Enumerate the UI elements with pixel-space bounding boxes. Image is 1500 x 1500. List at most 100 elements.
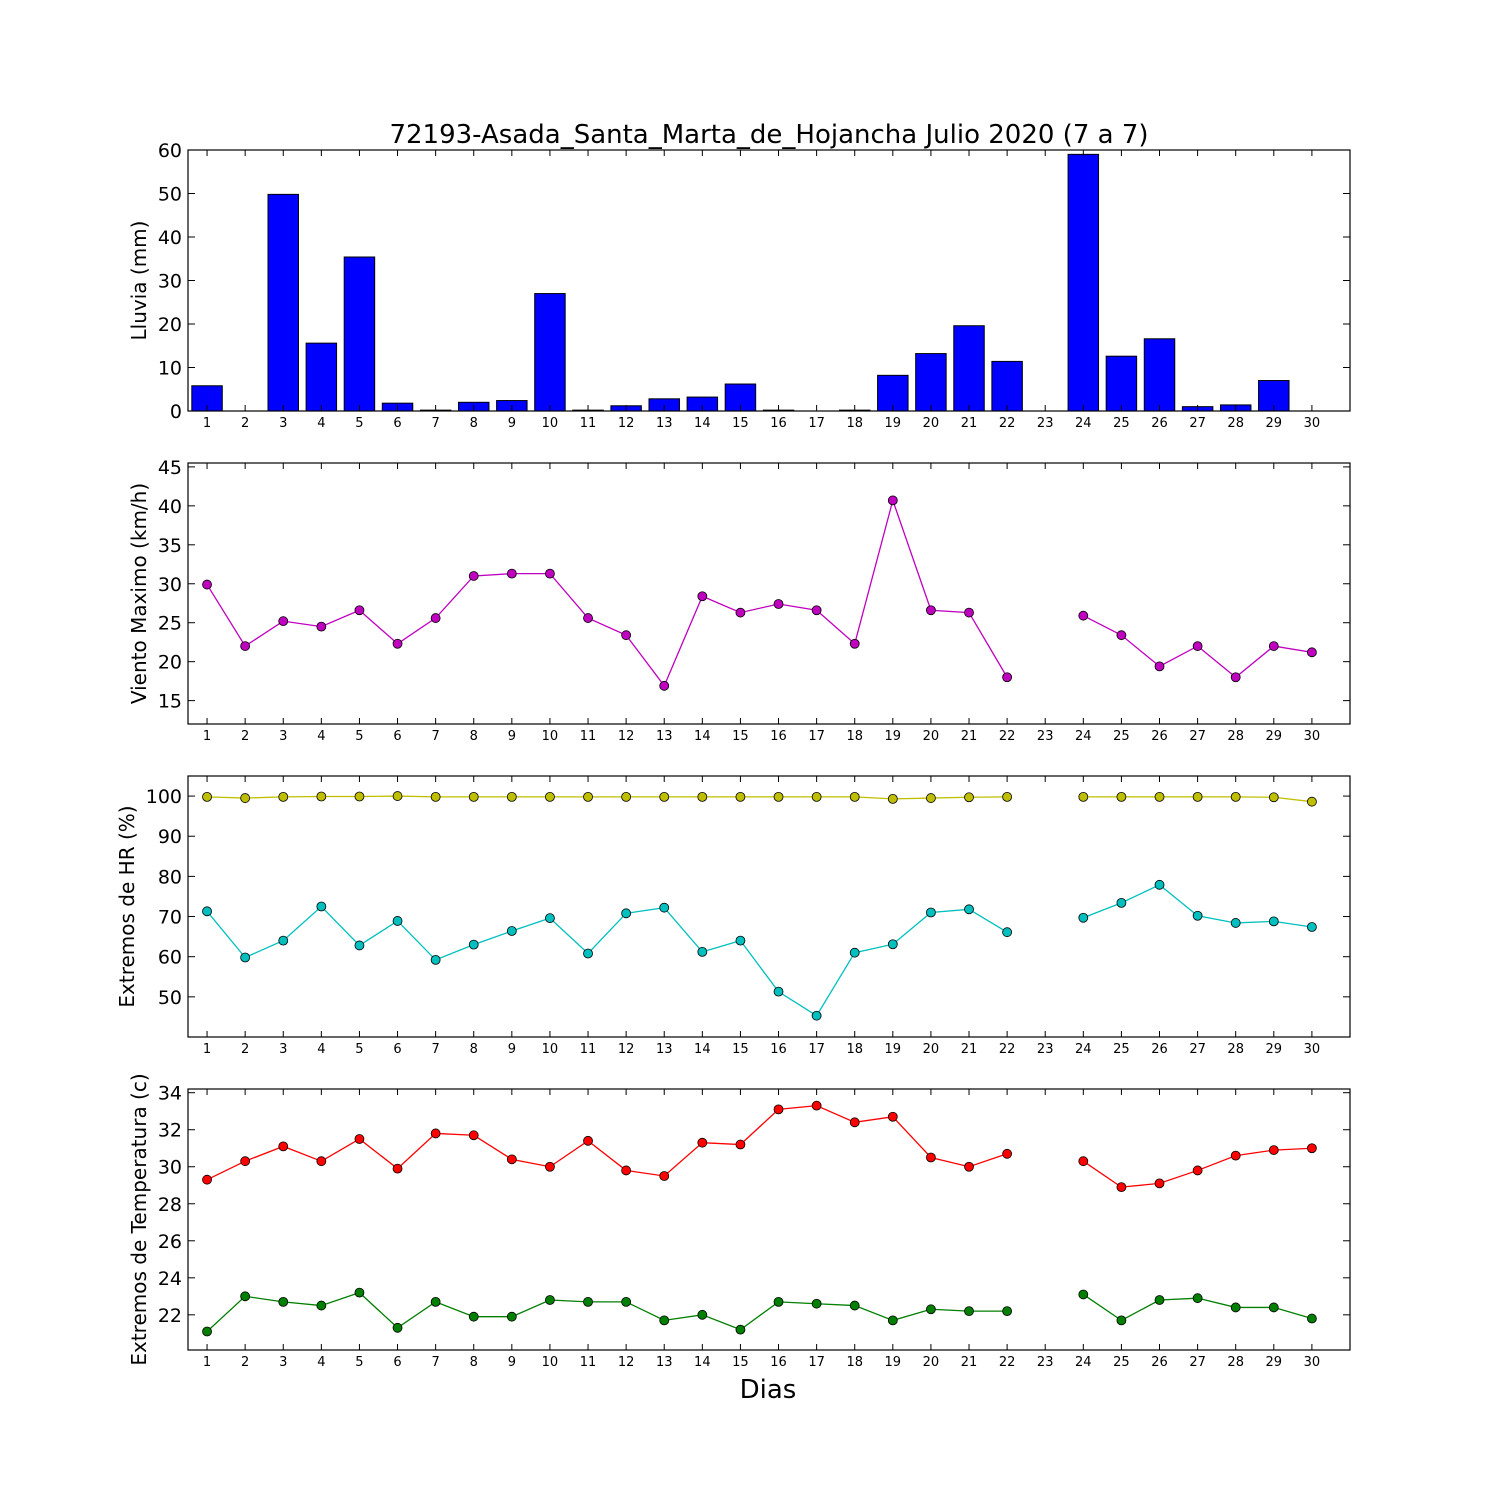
x-tick-label: 30 — [1304, 1042, 1321, 1057]
series-1-point-day-6 — [392, 791, 403, 801]
series-1-point-day-21 — [964, 792, 974, 803]
x-axis-label: Dias — [740, 1375, 797, 1405]
x-tick-label: 27 — [1189, 1042, 1206, 1057]
series-1-point-day-15 — [735, 607, 746, 618]
series-2-point-day-16 — [773, 1296, 784, 1307]
series-1-point-day-14 — [697, 591, 708, 602]
series-1-point-day-26 — [1154, 791, 1165, 802]
series-1-point-day-13 — [659, 680, 670, 691]
x-tick-label: 1 — [203, 1355, 211, 1370]
y-tick-label: 30 — [158, 1157, 182, 1179]
series-1-point-day-24 — [1078, 1156, 1089, 1167]
x-tick-label: 6 — [393, 1042, 401, 1057]
y-tick-label: 32 — [158, 1120, 182, 1142]
x-tick-label: 6 — [393, 416, 401, 431]
series-2-point-day-19 — [887, 1315, 898, 1326]
x-tick-label: 18 — [846, 729, 863, 744]
x-tick-label: 20 — [923, 1042, 940, 1057]
y-tick-label: 45 — [158, 457, 182, 479]
x-tick-label: 12 — [618, 416, 635, 431]
series-1-point-day-8 — [468, 1130, 479, 1141]
bar-day-20 — [915, 353, 947, 412]
chart-title: 72193-Asada_Santa_Marta_de_Hojancha Juli… — [389, 120, 1148, 150]
x-tick-label: 19 — [885, 729, 902, 744]
series-1-point-day-12 — [621, 791, 632, 802]
series-2-point-day-6 — [392, 1322, 403, 1333]
x-tick-label: 30 — [1304, 1355, 1321, 1370]
x-tick-label: 13 — [656, 729, 673, 744]
y-tick-label: 70 — [158, 907, 182, 929]
x-tick-label: 21 — [961, 729, 978, 744]
x-tick-label: 2 — [241, 416, 249, 431]
x-tick-label: 17 — [808, 1355, 825, 1370]
y-axis-label: Extremos de HR (%) — [115, 805, 139, 1007]
series-2-point-day-10 — [545, 1295, 555, 1305]
x-tick-label: 10 — [542, 1355, 559, 1370]
series-2-point-day-9 — [506, 926, 517, 936]
x-tick-label: 11 — [580, 1042, 597, 1057]
series-2-point-day-4 — [316, 901, 327, 912]
series-2-point-day-10 — [545, 913, 555, 924]
series-1-line — [206, 498, 1008, 688]
x-tick-label: 24 — [1075, 1355, 1092, 1370]
x-tick-label: 15 — [732, 1355, 749, 1370]
series-1-point-day-15 — [735, 791, 746, 802]
x-tick-label: 15 — [732, 416, 749, 431]
y-axis-label: Extremos de Temperatura (c) — [127, 1073, 151, 1365]
series-1-point-day-26 — [1154, 661, 1165, 672]
x-tick-label: 10 — [542, 1042, 559, 1057]
x-tick-label: 13 — [656, 1355, 673, 1370]
series-1-point-day-24 — [1078, 610, 1089, 621]
series-1-point-day-19 — [887, 793, 898, 804]
series-2-point-day-14 — [697, 946, 708, 957]
x-tick-label: 30 — [1304, 416, 1321, 431]
series-1-point-day-3 — [278, 1141, 289, 1152]
y-tick-label: 24 — [158, 1268, 182, 1290]
series-1-point-day-30 — [1307, 796, 1317, 807]
series-2-point-day-13 — [659, 902, 670, 913]
series-1-point-day-8 — [468, 571, 479, 581]
series-2-point-day-12 — [621, 1296, 632, 1307]
x-tick-label: 25 — [1113, 729, 1130, 744]
y-tick-label: 28 — [158, 1194, 182, 1216]
series-1-point-day-7 — [430, 1128, 441, 1139]
series-1-point-day-19 — [887, 1111, 898, 1122]
series-2-line — [206, 1291, 1008, 1332]
x-tick-label: 27 — [1189, 729, 1206, 744]
x-tick-label: 17 — [808, 729, 825, 744]
x-tick-label: 1 — [203, 729, 211, 744]
series-2-point-day-1 — [202, 1326, 212, 1337]
series-1-point-day-20 — [926, 1152, 936, 1163]
series-1-point-day-11 — [583, 791, 593, 802]
x-tick-label: 5 — [355, 729, 363, 744]
x-tick-label: 4 — [317, 1355, 325, 1370]
series-1-point-day-4 — [316, 621, 327, 632]
series-2-point-day-21 — [964, 904, 974, 915]
x-tick-label: 17 — [808, 1042, 825, 1057]
series-2-point-day-19 — [887, 939, 898, 950]
x-tick-label: 18 — [846, 416, 863, 431]
series-2-point-day-11 — [583, 948, 593, 959]
panel-frame — [187, 775, 1351, 1038]
x-tick-label: 15 — [732, 729, 749, 744]
series-1-point-day-10 — [545, 791, 555, 802]
x-tick-label: 28 — [1227, 1042, 1244, 1057]
series-1-point-day-7 — [430, 791, 441, 802]
x-tick-label: 5 — [355, 1355, 363, 1370]
x-tick-label: 13 — [656, 1042, 673, 1057]
series-1-point-day-28 — [1230, 791, 1241, 802]
x-tick-label: 9 — [508, 416, 516, 431]
series-2-point-day-24 — [1078, 912, 1089, 923]
y-axis-label: Lluvia (mm) — [127, 221, 151, 341]
x-tick-label: 26 — [1151, 729, 1168, 744]
series-1-point-day-18 — [849, 791, 860, 802]
x-tick-label: 8 — [470, 1355, 478, 1370]
x-tick-label: 14 — [694, 1042, 711, 1057]
series-1-point-day-6 — [392, 1163, 403, 1174]
series-2-point-day-2 — [240, 952, 251, 963]
series-1-point-day-13 — [659, 1171, 670, 1181]
x-tick-label: 28 — [1227, 729, 1244, 744]
